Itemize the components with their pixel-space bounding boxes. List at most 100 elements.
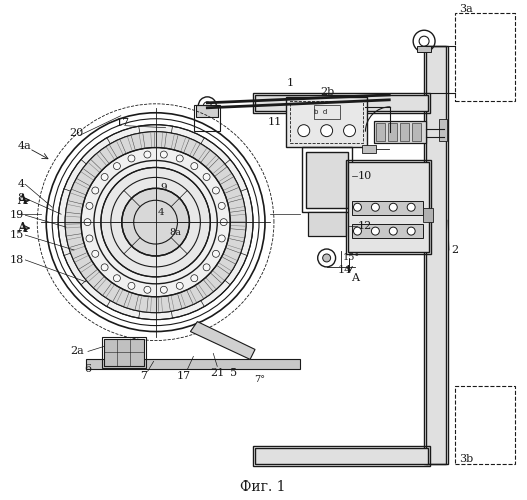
Text: 8: 8 — [17, 194, 24, 203]
Circle shape — [101, 168, 210, 277]
Text: 9: 9 — [160, 183, 167, 192]
Bar — [255, 95, 428, 111]
Circle shape — [220, 218, 227, 226]
Circle shape — [321, 124, 333, 136]
Circle shape — [212, 187, 219, 194]
Circle shape — [86, 235, 93, 242]
Text: 6: 6 — [84, 364, 91, 374]
Text: 18: 18 — [9, 255, 24, 265]
Circle shape — [128, 282, 135, 290]
Circle shape — [203, 174, 210, 180]
Bar — [194, 105, 220, 130]
Bar — [352, 180, 369, 188]
Bar — [347, 162, 429, 252]
Bar — [426, 46, 446, 464]
Bar — [374, 120, 426, 142]
Bar — [400, 122, 409, 140]
Bar — [302, 146, 352, 212]
Bar — [455, 14, 514, 101]
Text: A: A — [352, 273, 359, 283]
Circle shape — [144, 286, 151, 294]
Text: A: A — [17, 194, 27, 207]
Text: 7°: 7° — [255, 375, 266, 384]
Text: Фиг. 1: Фиг. 1 — [240, 480, 286, 494]
Circle shape — [122, 188, 189, 256]
Text: 8a: 8a — [170, 228, 181, 236]
Circle shape — [372, 227, 379, 235]
Circle shape — [191, 162, 198, 170]
Text: 12: 12 — [357, 221, 372, 231]
Circle shape — [101, 174, 108, 180]
Circle shape — [128, 155, 135, 162]
Bar — [253, 93, 430, 113]
Bar — [376, 122, 385, 140]
Circle shape — [218, 235, 225, 242]
Bar — [197, 105, 218, 117]
Text: 4a: 4a — [17, 140, 31, 150]
Bar — [423, 208, 433, 222]
Text: 3a: 3a — [459, 4, 473, 15]
Circle shape — [86, 202, 93, 209]
Text: 1: 1 — [286, 78, 294, 88]
Circle shape — [323, 254, 330, 262]
Bar — [439, 118, 447, 141]
Circle shape — [176, 155, 183, 162]
Bar — [363, 144, 376, 152]
Circle shape — [354, 227, 362, 235]
Bar — [352, 202, 423, 215]
Text: 2a: 2a — [70, 346, 84, 356]
Circle shape — [101, 264, 108, 271]
Text: 10: 10 — [357, 172, 372, 181]
Circle shape — [218, 202, 225, 209]
Text: b  d: b d — [314, 109, 327, 115]
Text: 21: 21 — [210, 368, 225, 378]
Circle shape — [344, 124, 356, 136]
Circle shape — [160, 151, 167, 158]
Polygon shape — [190, 322, 255, 360]
Circle shape — [389, 227, 397, 235]
Text: 7: 7 — [140, 372, 147, 382]
Bar — [352, 224, 423, 238]
Circle shape — [191, 274, 198, 281]
Text: 15: 15 — [9, 230, 24, 240]
Bar — [417, 46, 431, 52]
Bar — [290, 101, 364, 142]
Text: 17: 17 — [177, 372, 190, 382]
Text: 2b: 2b — [320, 87, 335, 97]
Text: 14: 14 — [338, 265, 352, 275]
Text: 11: 11 — [268, 116, 282, 126]
Wedge shape — [65, 132, 246, 312]
Circle shape — [58, 124, 253, 320]
Bar — [306, 152, 347, 208]
Circle shape — [176, 282, 183, 290]
Bar — [200, 111, 214, 116]
Bar — [286, 97, 367, 146]
Circle shape — [92, 250, 99, 258]
Bar — [352, 168, 369, 176]
Text: 4: 4 — [157, 208, 164, 216]
Bar — [104, 338, 144, 366]
Bar — [314, 105, 339, 118]
Bar — [455, 386, 514, 464]
Bar — [412, 122, 421, 140]
Bar — [346, 160, 431, 254]
Bar — [102, 336, 145, 368]
Circle shape — [407, 204, 415, 211]
Circle shape — [84, 218, 91, 226]
Circle shape — [160, 286, 167, 294]
Circle shape — [372, 204, 379, 211]
Text: A: A — [17, 222, 27, 234]
Circle shape — [407, 227, 415, 235]
Circle shape — [354, 204, 362, 211]
Bar — [86, 360, 300, 370]
Bar — [308, 212, 346, 236]
Circle shape — [203, 264, 210, 271]
Circle shape — [92, 187, 99, 194]
Text: 4: 4 — [17, 180, 24, 190]
Text: 19: 19 — [9, 210, 24, 220]
Bar — [388, 122, 397, 140]
Circle shape — [113, 162, 120, 170]
Text: 15°: 15° — [343, 254, 360, 262]
Bar — [253, 446, 430, 466]
Circle shape — [144, 151, 151, 158]
